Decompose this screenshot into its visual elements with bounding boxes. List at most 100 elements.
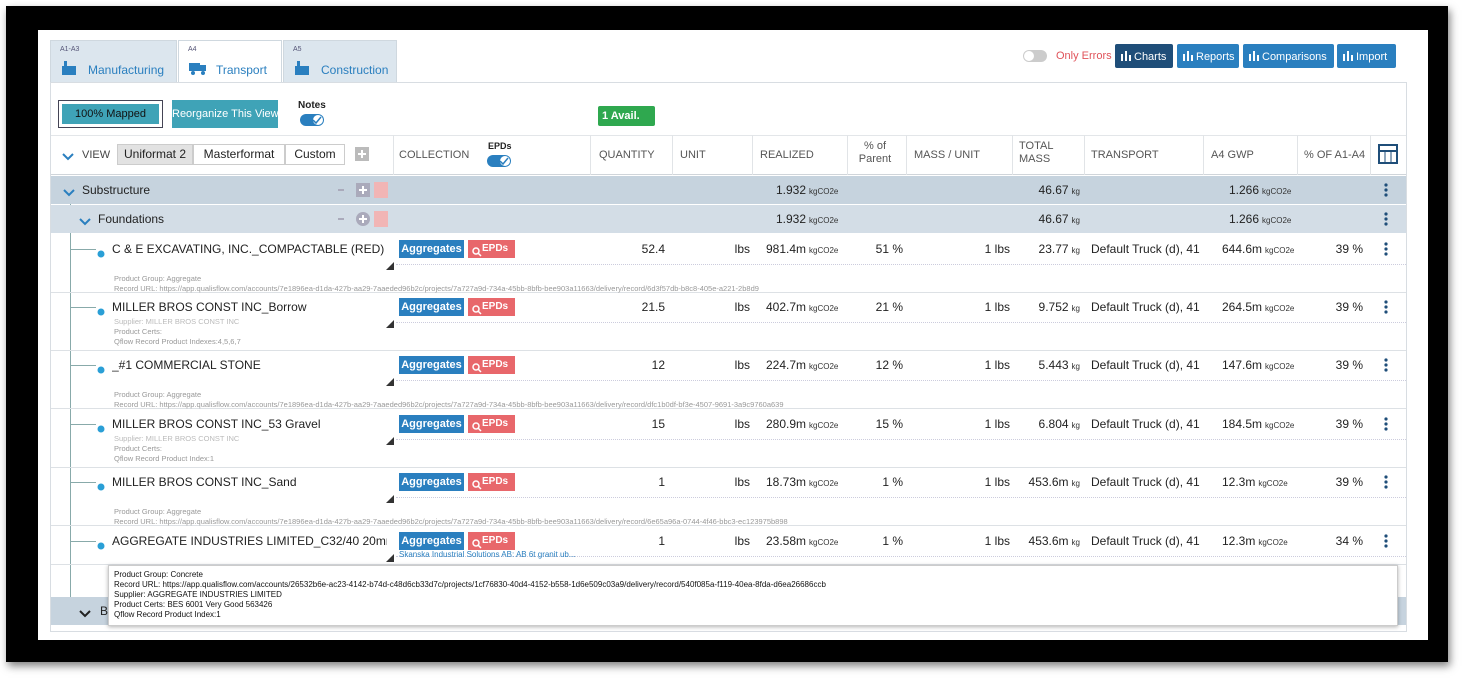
search-icon-svg: [472, 363, 482, 373]
record-detail: Supplier: MILLER BROS CONST INC: [114, 434, 240, 443]
toolbar-button[interactable]: [1337, 44, 1396, 68]
search-icon: [472, 419, 482, 432]
chevron[interactable]: [61, 149, 75, 161]
tab-icon: [60, 60, 80, 76]
resize-corner-svg: [386, 495, 394, 503]
col-pct-parent: % of Parent: [858, 140, 892, 165]
group-a4-gwp: 1.266 kgCO2e: [1229, 212, 1309, 226]
add-view[interactable]: [355, 147, 369, 161]
tooltip-line: Qflow Record Product Index:1: [114, 610, 221, 619]
record-detail: Qflow Record Product Indexes:4,5,6,7: [114, 337, 241, 346]
collection-badge[interactable]: Aggregates: [399, 356, 464, 374]
resize-corner-svg: [386, 262, 394, 270]
resize-corner-svg: [386, 378, 394, 386]
mapped-button[interactable]: 100% Mapped: [62, 104, 159, 124]
unit: kgCO2e: [809, 304, 839, 313]
unit: lbs: [734, 242, 750, 256]
col-quantity: QUANTITY: [599, 149, 655, 161]
column-settings[interactable]: [1378, 144, 1398, 164]
row-menu[interactable]: [1383, 211, 1389, 227]
view-option[interactable]: Masterformat: [193, 144, 285, 165]
tab-label: Transport: [216, 63, 267, 77]
row-menu[interactable]: [1383, 533, 1389, 549]
epd-button[interactable]: EPDs: [468, 532, 515, 550]
record-detail: Qflow Record Product Index:1: [114, 454, 215, 463]
unit: lbs: [734, 534, 750, 548]
row-menu-svg: [1384, 242, 1388, 256]
toggle[interactable]: [299, 113, 325, 127]
resize-corner: [386, 257, 394, 270]
search-icon: [472, 536, 482, 549]
epd-button[interactable]: EPDs: [468, 240, 515, 258]
epd-button[interactable]: EPDs: [468, 298, 515, 316]
epd-button[interactable]: EPDs: [468, 415, 515, 433]
unit: kg: [1071, 421, 1080, 430]
chevron[interactable]: [78, 606, 92, 618]
value: 46.67: [1038, 183, 1069, 197]
status-dot-svg: [97, 308, 105, 316]
collection-badge[interactable]: Aggregates: [399, 473, 464, 491]
transport: Default Truck (d), 41 ...: [1091, 417, 1203, 431]
a4-gwp: 147.6m kgCO2e: [1222, 358, 1300, 372]
button-icon-svg: [1249, 51, 1259, 61]
value: 1.266: [1229, 212, 1260, 226]
item-row: [51, 293, 1406, 351]
value: 5.443: [1038, 358, 1069, 372]
button-label: Import: [1356, 51, 1388, 63]
col-unit: UNIT: [680, 149, 706, 161]
unit: kg: [1071, 362, 1080, 371]
row-menu[interactable]: [1383, 299, 1389, 315]
realized: 402.7m kgCO2e: [766, 300, 846, 314]
record-detail: Product Certs:: [114, 327, 162, 336]
collection-badge[interactable]: Aggregates: [399, 532, 464, 550]
item-row: [51, 410, 1406, 468]
unit: kgCO2e: [1265, 421, 1295, 430]
tab[interactable]: [283, 40, 397, 83]
value: 6.804: [1038, 417, 1069, 431]
toggle[interactable]: [1022, 49, 1048, 63]
pct-parent: 51 %: [875, 242, 903, 256]
tree-branch: [70, 365, 96, 366]
value: 1.266: [1229, 183, 1260, 197]
view-option[interactable]: Custom: [285, 144, 345, 165]
chevron[interactable]: [78, 214, 92, 226]
group-a4-gwp: 1.266 kgCO2e: [1229, 183, 1309, 197]
row-menu-svg: [1384, 212, 1388, 226]
tab[interactable]: [50, 40, 177, 83]
reorganize-button[interactable]: Reorganize This View: [172, 100, 279, 128]
row-menu[interactable]: [1383, 416, 1389, 432]
row-menu[interactable]: [1383, 182, 1389, 198]
resize-corner: [386, 490, 394, 503]
value: 1.932: [776, 212, 807, 226]
epd-button[interactable]: EPDs: [468, 356, 515, 374]
tab-code: A4: [188, 46, 197, 53]
collection-badge[interactable]: Aggregates: [399, 415, 464, 433]
item-row: [51, 235, 1406, 293]
row-menu[interactable]: [1383, 241, 1389, 257]
tab-code: A5: [293, 46, 302, 53]
collection-badge[interactable]: Aggregates: [399, 240, 464, 258]
avail-badge[interactable]: 1 Avail.: [598, 106, 655, 126]
column-divider: [1203, 135, 1204, 175]
toolbar-button[interactable]: [1115, 44, 1173, 68]
view-option[interactable]: Uniformat 2: [117, 144, 193, 165]
value: 184.5m: [1222, 417, 1263, 431]
tab-icon-svg: [62, 61, 76, 75]
item-row: [51, 351, 1406, 409]
pct-a1a4: 39 %: [1335, 358, 1363, 372]
total-mass: 453.6m kg: [1010, 534, 1080, 548]
row-menu[interactable]: [1383, 357, 1389, 373]
record-detail: Product Group: Aggregate: [114, 274, 202, 283]
a4-gwp: 12.3m kgCO2e: [1222, 534, 1300, 548]
epd-button[interactable]: EPDs: [468, 473, 515, 491]
total-mass: 23.77 kg: [1010, 242, 1080, 256]
collection-badge[interactable]: Aggregates: [399, 298, 464, 316]
toggle[interactable]: [486, 154, 512, 168]
resize-corner-svg: [386, 320, 394, 328]
realized: 224.7m kgCO2e: [766, 358, 846, 372]
tab[interactable]: [178, 40, 282, 83]
tab-label: Construction: [321, 63, 389, 77]
chevron[interactable]: [62, 185, 76, 197]
column-settings-svg: [1378, 144, 1398, 164]
row-menu[interactable]: [1383, 474, 1389, 490]
